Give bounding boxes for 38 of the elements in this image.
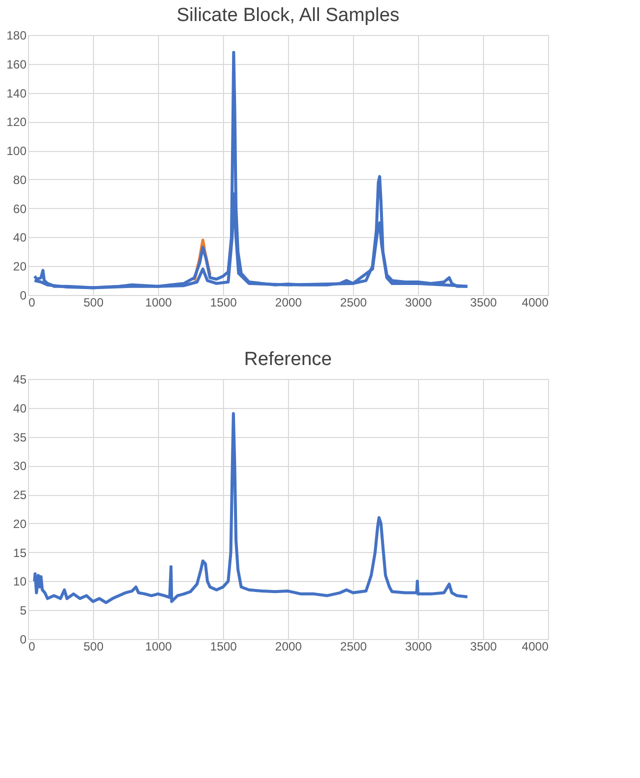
x-tick-label: 1000 [145,640,172,654]
chart-title: Reference [244,349,332,370]
y-tick-label: 80 [13,172,27,187]
x-tick-label: 3000 [405,640,432,654]
y-tick-label: 100 [6,144,27,158]
y-tick-label: 40 [13,401,27,416]
y-tick-label: 120 [6,115,27,130]
y-tick-label: 15 [13,546,27,560]
x-tick-label: 1500 [210,296,238,310]
y-tick-label: 25 [13,488,27,502]
y-tick-label: 10 [13,574,27,589]
y-tick-label: 45 [13,372,27,386]
x-tick-label: 500 [83,296,104,310]
x-tick-label: 1000 [145,296,172,310]
y-tick-label: 35 [13,430,27,444]
x-tick-label: 4000 [522,296,549,310]
y-tick-label: 20 [13,260,27,274]
x-tick-label: 1500 [210,640,238,654]
x-tick-label: 3500 [470,296,498,310]
y-tick-label: 20 [13,516,27,531]
x-tick-label: 0 [28,296,36,310]
x-tick-label: 4000 [522,640,549,654]
y-tick-label: 60 [13,202,27,216]
x-tick-label: 0 [28,640,36,654]
y-tick-label: 180 [6,28,27,42]
y-tick-label: 40 [13,230,27,245]
x-tick-label: 3000 [405,296,432,310]
y-tick-label: 160 [6,57,27,72]
y-tick-label: 5 [20,604,27,618]
x-tick-label: 500 [83,640,104,654]
x-tick-label: 2500 [340,296,368,310]
x-tick-label: 3500 [470,640,498,654]
x-tick-label: 2000 [275,296,302,310]
chart-title: Silicate Block, All Samples [176,5,400,26]
y-tick-label: 30 [13,459,27,474]
x-tick-label: 2500 [340,640,368,654]
y-tick-label: 140 [6,86,27,100]
x-tick-label: 2000 [275,640,302,654]
